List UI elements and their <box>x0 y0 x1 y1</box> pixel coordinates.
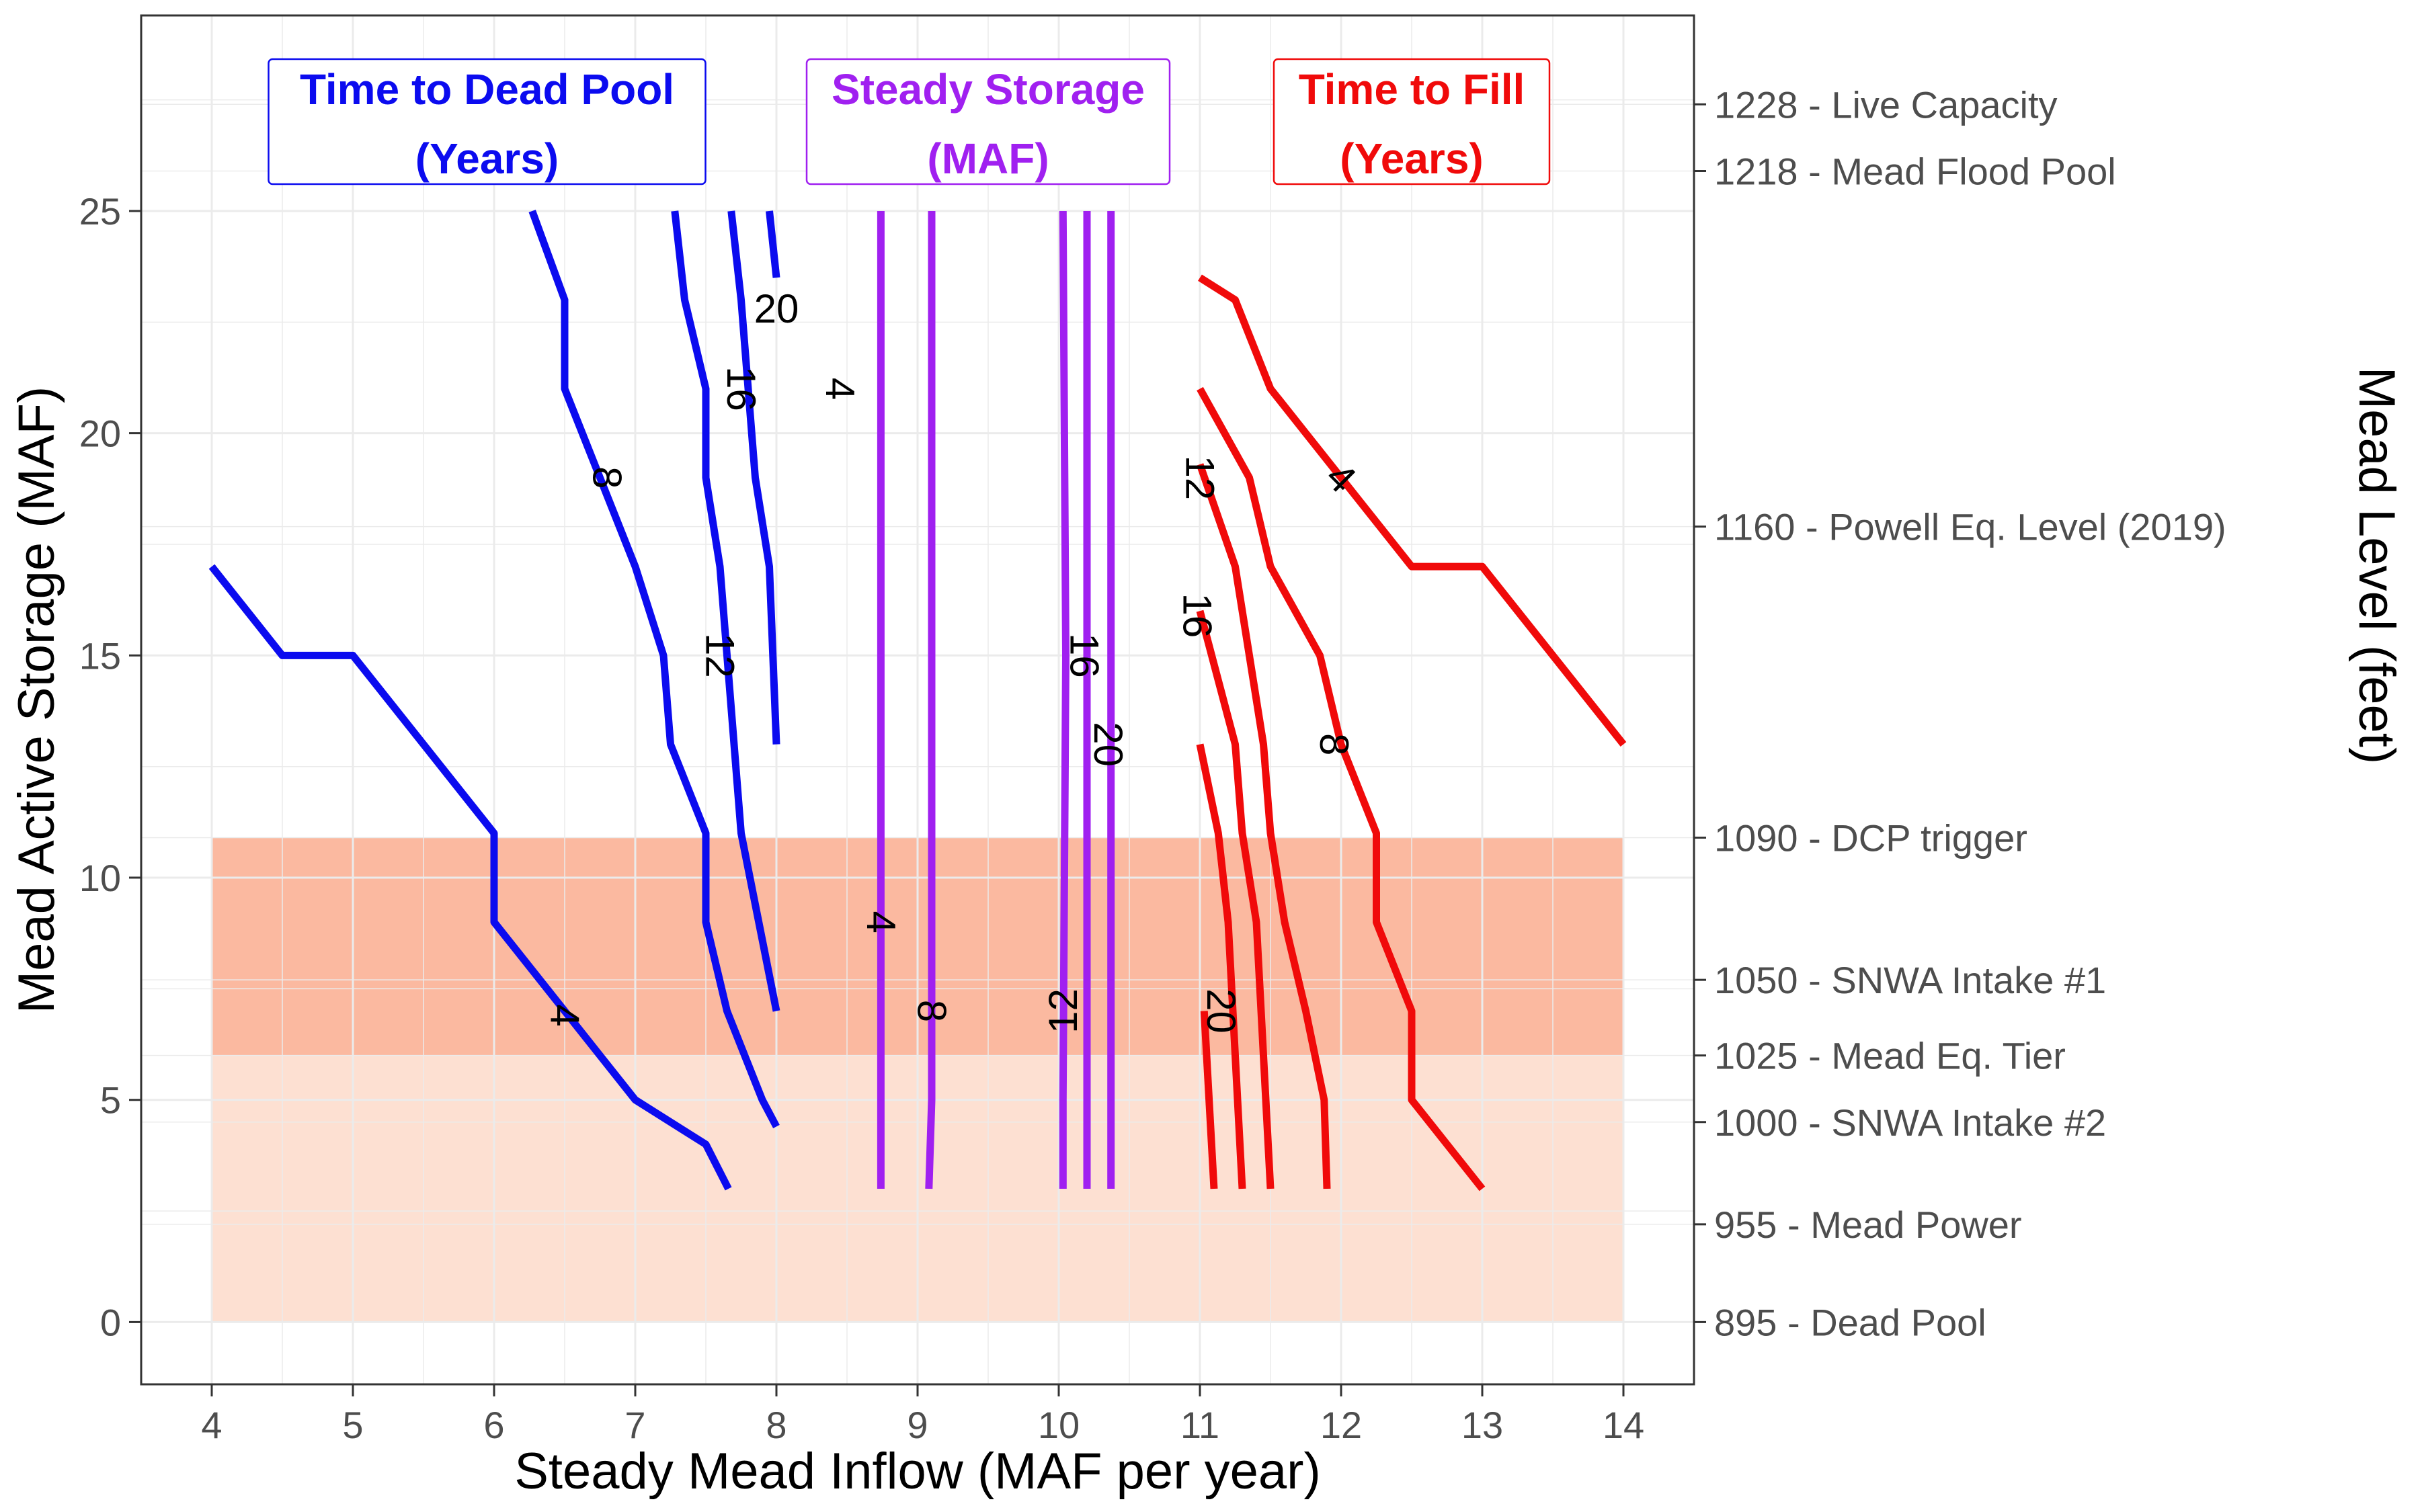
dead_pool-contour-line <box>766 210 780 278</box>
steady-contour-label: 8 <box>910 1000 955 1022</box>
group-titles: Time to Dead Pool (Years) Steady Storage (M… <box>268 58 1551 185</box>
dead_pool-contour-line <box>208 564 732 1191</box>
dead_pool-contour-line <box>671 210 780 1012</box>
fill-contour-line <box>1196 610 1275 1189</box>
group-title-line1: Time to Dead Pool <box>300 65 674 114</box>
x-tick-label: 6 <box>483 1404 504 1446</box>
x-tick-label: 9 <box>907 1404 928 1446</box>
x-tick-label: 14 <box>1603 1404 1644 1446</box>
fill-contour-line <box>1196 463 1331 1189</box>
secondary-y-tick-label: 1228 - Live Capacity <box>1714 83 2058 126</box>
group-title-box <box>805 58 1171 185</box>
y-tick-label: 5 <box>100 1079 121 1122</box>
secondary-y-axis: 1228 - Live Capacity 1218 - Mead Flood Po… <box>1694 83 2226 1343</box>
y-tick-label: 25 <box>79 190 121 233</box>
x-axis-title: Steady Mead Inflow (MAF per year) <box>514 1443 1321 1500</box>
secondary-y-tick-label: 895 - Dead Pool <box>1714 1301 1986 1343</box>
group-title-box <box>268 58 707 185</box>
dead_pool-contour-line <box>528 210 780 1128</box>
x-axis: 4 5 6 7 8 9 10 11 12 13 14 <box>201 1384 1644 1446</box>
x-tick-label: 12 <box>1320 1404 1362 1446</box>
dead_pool-contour-label: 8 <box>585 466 630 489</box>
x-tick-label: 11 <box>1180 1404 1219 1446</box>
fill-contour-line <box>1200 1011 1218 1189</box>
contour-series <box>208 210 1627 1191</box>
fill-contour-line <box>1196 743 1246 1189</box>
x-tick-label: 5 <box>342 1404 363 1446</box>
steady-contour-label: 12 <box>1041 989 1086 1034</box>
steady-contour-label: 20 <box>1086 722 1131 767</box>
dead_pool-contour-label: 4 <box>542 1004 588 1026</box>
x-tick-label: 8 <box>766 1404 787 1446</box>
dead_pool-contour-line <box>727 210 780 745</box>
fill-contour-label: 16 <box>1174 593 1219 638</box>
group-title-line1: Steady Storage <box>832 65 1145 114</box>
secondary-y-tick-label: 1050 - SNWA Intake #1 <box>1714 959 2106 1001</box>
steady-contour-line <box>1059 210 1070 1189</box>
steady-contour-label: 16 <box>1061 633 1106 678</box>
secondary-y-tick-label: 1160 - Powell Eq. Level (2019) <box>1714 506 2226 548</box>
x-tick-label: 13 <box>1461 1404 1503 1446</box>
x-tick-label: 10 <box>1038 1404 1080 1446</box>
secondary-y-tick-label: 1218 - Mead Flood Pool <box>1714 150 2116 192</box>
x-tick-label: 4 <box>201 1404 222 1446</box>
steady-contour-label: 4 <box>817 378 862 400</box>
dead_pool-contour-label: 16 <box>719 366 764 411</box>
secondary-y-tick-label: 1025 - Mead Eq. Tier <box>1714 1035 2066 1077</box>
group-title-line2: (MAF) <box>927 134 1049 183</box>
x-tick-label: 7 <box>624 1404 645 1446</box>
fill-contour-line <box>1197 386 1486 1191</box>
y-tick-label: 15 <box>79 634 121 677</box>
y-tick-label: 10 <box>79 857 121 899</box>
group-title-box <box>1273 58 1551 185</box>
group-title-line2: (Years) <box>415 134 559 183</box>
fill-contour-label: 20 <box>1199 989 1244 1034</box>
fill-contour-line <box>1198 274 1627 747</box>
steady-contour-label: 4 <box>858 911 903 933</box>
y-tick-label: 0 <box>100 1301 121 1343</box>
y-axis: 0 5 10 15 20 25 <box>79 190 141 1343</box>
secondary-y-axis-title: Mead Level (feet) <box>2348 367 2405 764</box>
dead_pool-contour-label: 20 <box>754 286 799 331</box>
secondary-y-tick-label: 1000 - SNWA Intake #2 <box>1714 1101 2106 1144</box>
fill-contour-label: 8 <box>1312 733 1357 755</box>
secondary-y-tick-label: 955 - Mead Power <box>1714 1204 2022 1246</box>
group-title-line1: Time to Fill <box>1299 65 1525 114</box>
steady-contour-line <box>925 211 936 1189</box>
group-title-line2: (Years) <box>1340 134 1483 183</box>
y-axis-title: Mead Active Storage (MAF) <box>8 386 65 1013</box>
y-tick-label: 20 <box>79 413 121 455</box>
secondary-y-tick-label: 1090 - DCP trigger <box>1714 817 2027 859</box>
dead_pool-contour-label: 12 <box>698 633 743 678</box>
fill-contour-label: 12 <box>1178 455 1223 500</box>
